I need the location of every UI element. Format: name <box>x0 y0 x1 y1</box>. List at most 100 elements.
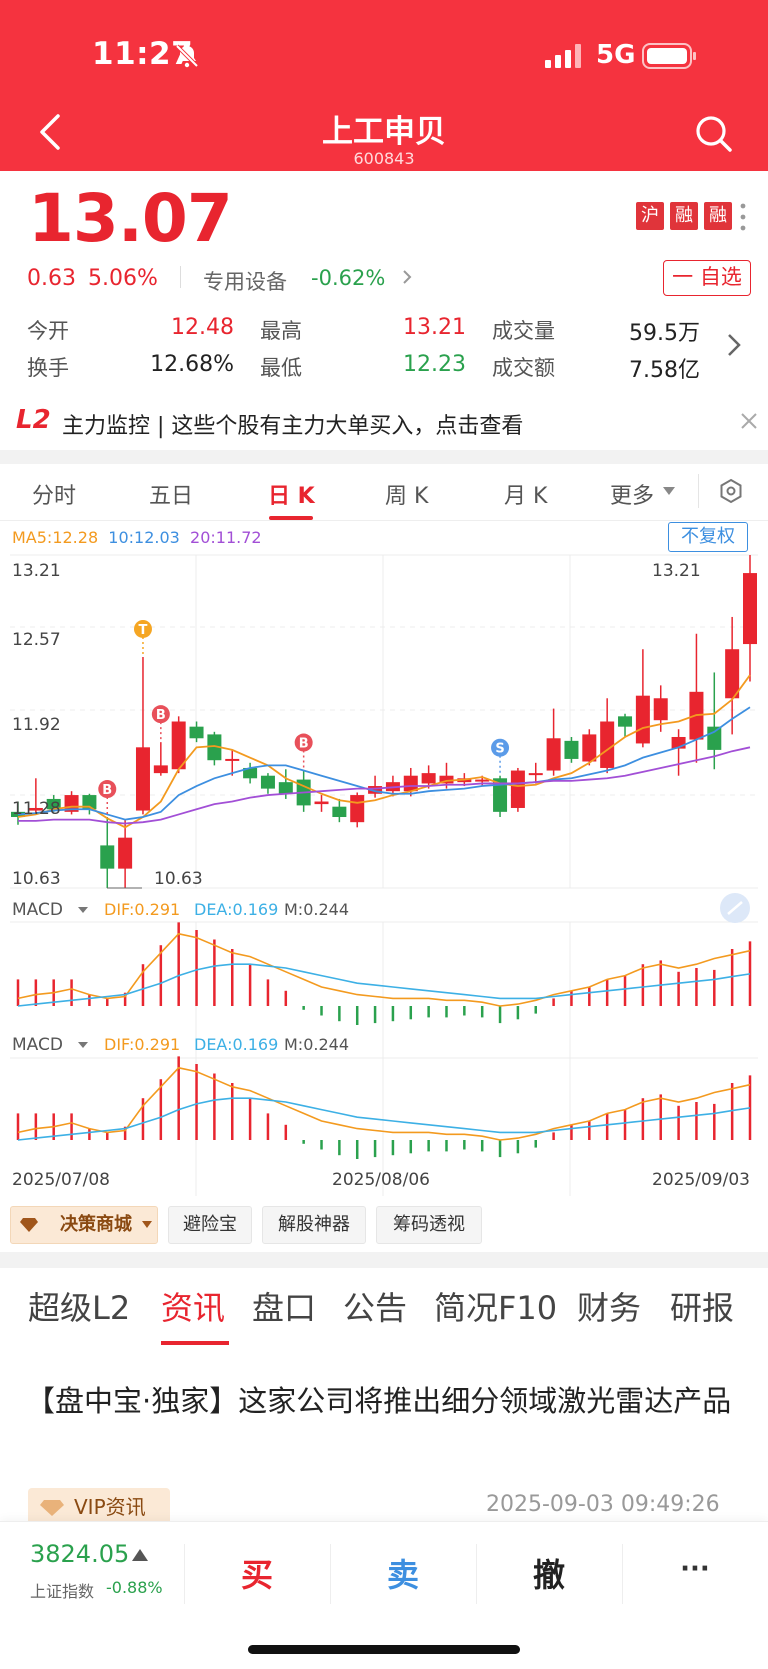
kline-chart[interactable]: B T B B S 13.21 12.57 11.92 11.28 10.63 13.2… <box>0 550 768 1200</box>
stock-code: 600843 <box>353 149 415 168</box>
y-tick: 12.57 <box>12 630 61 650</box>
cancel-order-button[interactable]: 撤 <box>532 1556 565 1594</box>
tab-monthly-k[interactable]: 月 K <box>504 484 548 509</box>
candle-body <box>100 845 115 869</box>
ma20-value: 20:11.72 <box>190 528 262 547</box>
tab-more[interactable]: 更多 <box>610 484 655 509</box>
macd-selector-2[interactable]: MACD <box>12 1035 63 1055</box>
add-watchlist-button[interactable]: 一 自选 <box>663 260 751 296</box>
close-icon[interactable] <box>740 412 758 430</box>
candle-body <box>510 770 525 808</box>
candle-body <box>207 734 222 761</box>
tab-orderbook[interactable]: 盘口 <box>252 1289 317 1327</box>
news-title[interactable]: 【盘中宝·独家】这家公司将推出细分领域激光雷达产品 <box>26 1384 732 1418</box>
diamond-icon <box>20 1218 38 1232</box>
tab-daily-k[interactable]: 日 K <box>268 484 315 509</box>
candle-body <box>546 738 561 771</box>
macd-dea: DEA:0.169 <box>194 900 278 919</box>
candle-body <box>225 758 240 761</box>
signal-label: B <box>299 737 309 752</box>
buy-button[interactable]: 买 <box>240 1556 273 1594</box>
candle-body <box>171 721 186 770</box>
index-value[interactable]: 3824.05 <box>30 1540 130 1568</box>
sector-change[interactable]: -0.62% <box>311 266 386 290</box>
x-date-start: 2025/07/08 <box>12 1170 110 1190</box>
candle-body <box>618 716 633 727</box>
divider <box>330 1544 331 1604</box>
divider <box>476 1544 477 1604</box>
tab-finance[interactable]: 财务 <box>577 1289 642 1327</box>
candle-body <box>564 740 579 759</box>
stats-expand-icon[interactable] <box>726 332 742 358</box>
ma-legend: MA5:12.28 10:12.03 20:11.72 <box>12 528 262 547</box>
header-bar: 11:27 5G 上工申贝 600843 <box>0 0 768 171</box>
candle-body <box>707 726 722 750</box>
tab-weekly-k[interactable]: 周 K <box>385 484 429 509</box>
candle-body <box>725 649 740 699</box>
expand-icon[interactable] <box>720 893 750 923</box>
tool-chip[interactable]: 避险宝 <box>168 1206 252 1244</box>
home-indicator <box>248 1645 520 1654</box>
l2-banner[interactable]: L2 主力监控 | 这些个股有主力大单买入，点击查看 <box>0 398 768 448</box>
candle-body <box>118 837 133 869</box>
tab-announcements[interactable]: 公告 <box>343 1289 408 1327</box>
macd-dea-2: DEA:0.169 <box>194 1035 278 1054</box>
chevron-down-icon[interactable] <box>142 1221 152 1229</box>
triangle-up-icon <box>132 1549 148 1561</box>
signal-badge <box>133 619 152 638</box>
dea-line <box>17 1097 751 1141</box>
bell-muted-icon <box>175 44 199 68</box>
candle-body <box>82 795 97 810</box>
chart-settings-icon[interactable] <box>718 478 744 504</box>
stat-label-high: 最高 <box>260 319 302 343</box>
tool-chip[interactable]: 解股神器 <box>262 1206 366 1244</box>
grid <box>10 554 758 1196</box>
tool-chip[interactable]: 筹码透视 <box>376 1206 482 1244</box>
macd-selector[interactable]: MACD <box>12 900 63 920</box>
signal-badge <box>294 733 313 752</box>
chevron-down-icon[interactable] <box>78 1042 88 1048</box>
network-type: 5G <box>596 40 636 70</box>
search-icon[interactable] <box>694 114 734 154</box>
sector-name[interactable]: 专用设备 <box>203 270 287 294</box>
more-dots-icon[interactable] <box>740 202 746 232</box>
candle-body <box>600 721 615 768</box>
tab-five-day[interactable]: 五日 <box>149 484 194 509</box>
l2-logo: L2 <box>16 405 51 435</box>
candle-body <box>260 775 275 789</box>
tab-news[interactable]: 资讯 <box>161 1289 226 1327</box>
adjustment-button[interactable]: 不复权 <box>668 522 748 552</box>
divider <box>184 1544 185 1604</box>
chevron-right-icon[interactable] <box>401 269 413 285</box>
stat-value-high: 13.21 <box>403 315 466 340</box>
chevron-down-icon[interactable] <box>78 907 88 913</box>
tab-indicator <box>161 1341 229 1345</box>
candle-body <box>46 798 61 810</box>
l2-banner-text[interactable]: 主力监控 | 这些个股有主力大单买入，点击查看 <box>62 414 524 439</box>
chevron-down-icon[interactable] <box>662 486 676 496</box>
divider <box>0 520 768 521</box>
dif-line <box>17 932 751 1007</box>
index-change: -0.88% <box>106 1578 163 1597</box>
y-tick: 11.28 <box>12 799 61 819</box>
tab-timeshare[interactable]: 分时 <box>32 484 77 509</box>
candle-body <box>635 695 650 744</box>
macd-m-2: M:0.244 <box>284 1035 349 1054</box>
stat-label-open: 今开 <box>27 319 69 343</box>
tab-f10[interactable]: 简况F10 <box>434 1289 558 1327</box>
stat-label-turnover: 换手 <box>27 356 69 380</box>
tab-super-l2[interactable]: 超级L2 <box>28 1289 131 1327</box>
sell-button[interactable]: 卖 <box>386 1556 419 1594</box>
candle-body <box>314 801 329 805</box>
section-gap <box>0 450 768 464</box>
back-icon[interactable] <box>36 112 66 152</box>
more-button[interactable]: ··· <box>680 1554 710 1584</box>
tab-research[interactable]: 研报 <box>670 1289 735 1327</box>
candle-body <box>153 765 168 774</box>
candle-body <box>243 767 258 779</box>
macd-dif: DIF:0.291 <box>104 900 180 919</box>
x-date-end: 2025/09/03 <box>652 1170 750 1190</box>
signal-label: S <box>495 742 504 757</box>
battery-icon <box>642 43 696 69</box>
stat-value-low: 12.23 <box>403 352 466 377</box>
